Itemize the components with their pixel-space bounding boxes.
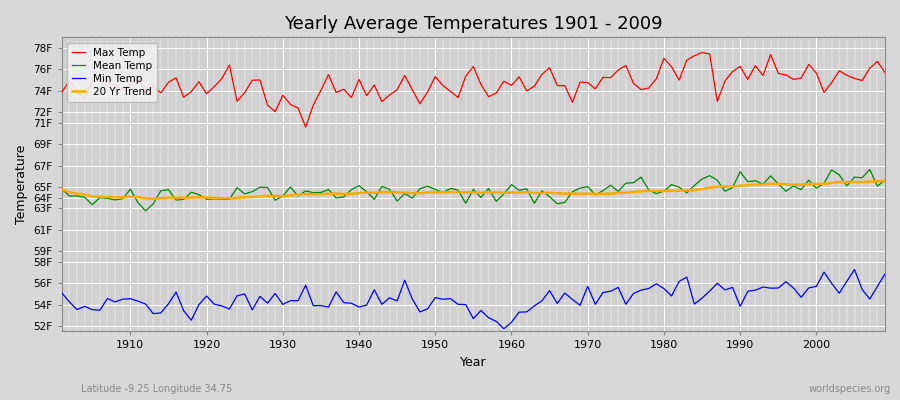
Max Temp [879, 70, 890, 75]
Text: worldspecies.org: worldspecies.org [809, 384, 891, 394]
20 Yr Trend [57, 186, 68, 191]
Y-axis label: Temperature: Temperature [15, 145, 28, 224]
Max Temp [697, 50, 707, 55]
Mean Temp [338, 194, 349, 199]
Text: Latitude -9.25 Longitude 34.75: Latitude -9.25 Longitude 34.75 [81, 384, 232, 394]
Max Temp [514, 74, 525, 79]
Min Temp [57, 290, 68, 295]
Max Temp [285, 102, 296, 107]
Min Temp [514, 310, 525, 314]
Mean Temp [864, 167, 875, 172]
Mean Temp [506, 182, 517, 187]
Mean Temp [292, 194, 303, 198]
Max Temp [117, 87, 128, 92]
Min Temp [506, 320, 517, 325]
20 Yr Trend [148, 196, 158, 201]
Mean Temp [117, 196, 128, 201]
20 Yr Trend [605, 191, 616, 196]
20 Yr Trend [117, 195, 128, 200]
Line: Max Temp: Max Temp [62, 52, 885, 127]
Mean Temp [57, 186, 68, 191]
Legend: Max Temp, Mean Temp, Min Temp, 20 Yr Trend: Max Temp, Mean Temp, Min Temp, 20 Yr Tre… [67, 42, 158, 102]
Max Temp [605, 75, 616, 80]
Min Temp [605, 289, 616, 294]
20 Yr Trend [292, 192, 303, 197]
Max Temp [57, 90, 68, 95]
Min Temp [499, 326, 509, 331]
Mean Temp [605, 183, 616, 188]
Max Temp [506, 83, 517, 88]
Max Temp [301, 125, 311, 130]
Min Temp [285, 298, 296, 303]
Min Temp [879, 272, 890, 276]
Min Temp [117, 297, 128, 302]
Line: 20 Yr Trend: 20 Yr Trend [62, 181, 885, 199]
20 Yr Trend [506, 190, 517, 195]
20 Yr Trend [879, 178, 890, 183]
Mean Temp [879, 178, 890, 183]
Title: Yearly Average Temperatures 1901 - 2009: Yearly Average Temperatures 1901 - 2009 [284, 15, 662, 33]
X-axis label: Year: Year [460, 356, 487, 369]
Min Temp [849, 267, 859, 272]
Mean Temp [140, 208, 151, 213]
Line: Mean Temp: Mean Temp [62, 170, 885, 211]
Line: Min Temp: Min Temp [62, 270, 885, 329]
Min Temp [330, 290, 341, 294]
20 Yr Trend [338, 192, 349, 196]
Max Temp [338, 87, 349, 92]
20 Yr Trend [514, 190, 525, 195]
Mean Temp [514, 188, 525, 193]
